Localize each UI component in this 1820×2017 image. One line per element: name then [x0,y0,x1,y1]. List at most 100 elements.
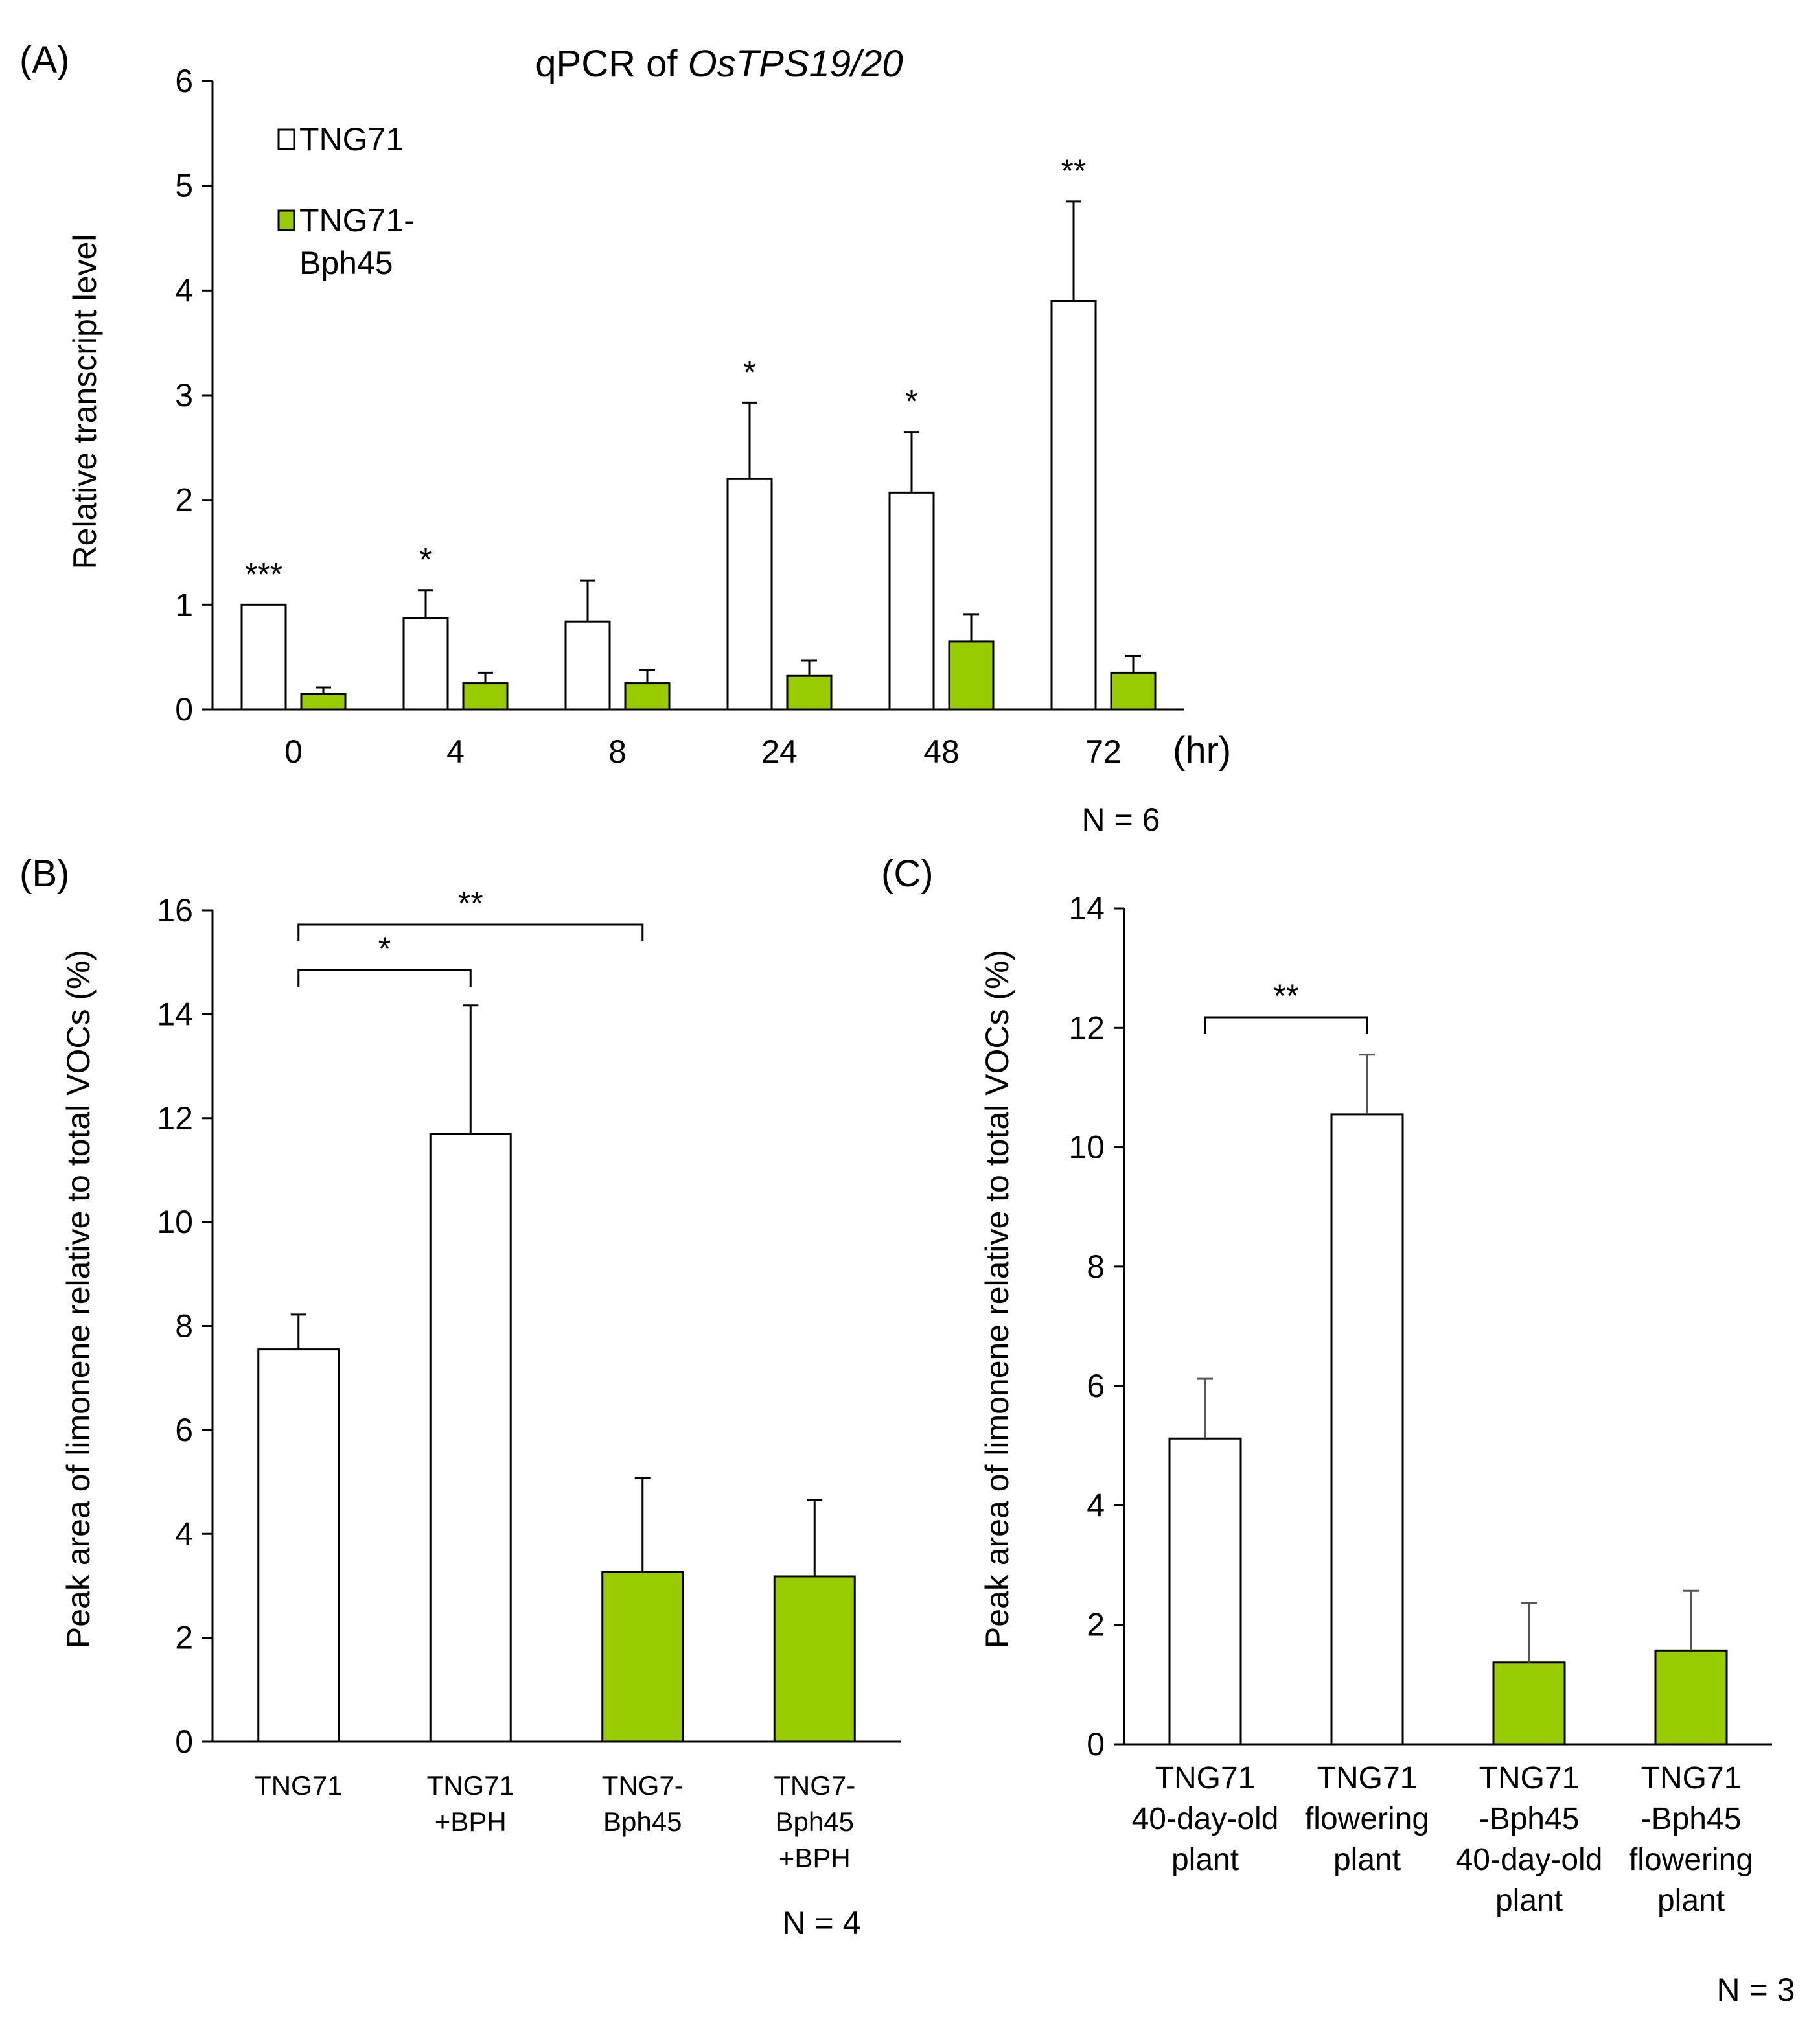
panel-b-x-tick-label: Bph45 [603,1806,682,1837]
panel-a-legend: TNG71 TNG71- Bph45 [277,121,415,281]
panel-b-sample-size: N = 4 [783,1905,861,1941]
panel-a-tng71-bph45-bar [300,693,347,711]
panel-a-tng71-bar [1050,300,1097,711]
panel-c-x-tick-label: plant [1495,1884,1563,1918]
panel-a-significance-mark: * [419,542,432,578]
panel-a-x-tick-label: 0 [284,733,303,770]
panel-b-bars: TNG71 TNG71 +BPH TNG7- Bph45 TNG7- Bph45 +BPH [255,1004,856,1873]
panel-a-y-tick-label: 6 [175,63,193,99]
panel-b-x-tick-label: TNG7- [774,1770,855,1801]
legend-label-tng71: TNG71 [299,121,404,157]
panel-a-tng71-bar [888,491,935,711]
panel-a: (A) qPCR of OsTPS19/20 Relative transcri… [19,39,1231,838]
panel-b-x-tick-label: TNG7- [602,1770,684,1801]
panel-b-y-axis-label: Peak area of limonene relative to total … [60,950,97,1648]
panel-b-x-tick-label: +BPH [435,1806,507,1837]
panel-b-y-tick-label: 12 [157,1100,193,1136]
panel-b-significance-brackets: *** [297,885,644,987]
panel-c-x-tick-label: plant [1171,1843,1239,1877]
panel-b-x-tick-label: TNG71 [427,1770,514,1801]
panel-b: (B) Peak area of limonene relative to to… [19,853,901,1941]
panel-b-bar [773,1575,856,1743]
panel-c: (C) Peak area of limonene relative to to… [881,853,1795,2008]
panel-a-significance-mark: ** [1061,153,1087,189]
panel-a-x-tick-label: 24 [761,733,798,770]
panel-a-significance-mark: * [905,384,917,420]
panel-c-y-tick-label: 0 [1087,1726,1105,1762]
panel-a-bars: 0 *** 4 * 8 24 * 48 * 72 ** [240,153,1157,770]
panel-a-x-tick-label: 48 [923,733,960,770]
panel-a-tng71-bph45-bar [624,682,671,711]
panel-a-y-tick-label: 1 [175,586,193,623]
panel-c-x-tick-label: 40-day-old [1132,1802,1279,1836]
panel-c-x-tick-label: TNG71 [1317,1761,1418,1795]
panel-a-y-tick-label: 5 [175,168,193,204]
panel-a-y-tick-label: 2 [175,482,193,518]
panel-c-x-tick-label: plant [1333,1843,1401,1877]
panel-a-tng71-bar [240,603,287,711]
panel-c-y-tick-label: 6 [1087,1368,1105,1404]
panel-a-tng71-bph45-bar [948,640,995,711]
panel-c-bar [1168,1437,1242,1746]
panel-c-x-tick-label: TNG71 [1479,1761,1580,1795]
panel-c-bars: TNG71 40-day-old plant TNG71 flowering plant T… [1132,1054,1753,1918]
panel-a-x-unit: (hr) [1173,730,1231,772]
panel-c-x-tick-label: TNG71 [1155,1761,1256,1795]
panel-b-y-tick-label: 16 [157,892,193,928]
panel-b-y-tick-label: 0 [175,1723,193,1760]
panel-a-y-axis-label: Relative transcript level [67,235,103,570]
panel-c-label: (C) [881,853,934,895]
panel-c-x-tick-label: 40-day-old [1456,1843,1603,1877]
panel-c-sample-size: N = 3 [1717,1972,1795,2008]
panel-b-bracket-label: * [378,930,391,967]
panel-a-x-tick-label: 72 [1085,733,1122,770]
panel-a-tng71-bar [726,478,773,711]
panel-c-bar [1492,1661,1566,1746]
panel-c-axes: 0 2 4 6 8 10 12 14 [1068,890,1772,1762]
panel-c-y-tick-label: 10 [1068,1129,1105,1166]
panel-c-bracket [1204,1016,1368,1034]
panel-c-bar [1654,1649,1728,1746]
panel-b-y-tick-label: 10 [157,1204,193,1240]
panel-a-tng71-bar [402,617,449,711]
panel-a-tng71-bph45-bar [462,682,509,711]
panel-c-y-axis-label: Peak area of limonene relative to total … [979,950,1015,1648]
panel-b-y-tick-label: 6 [175,1412,193,1448]
panel-c-y-tick-label: 12 [1068,1009,1105,1046]
panel-c-x-tick-label: -Bph45 [1641,1802,1742,1836]
panel-b-bracket [297,969,472,987]
panel-c-bar [1330,1113,1404,1746]
panel-b-x-tick-label: TNG71 [255,1770,342,1801]
panel-a-tng71-bph45-bar [786,674,833,711]
panel-b-x-tick-label: +BPH [779,1843,851,1873]
panel-b-axes: 0 2 4 6 8 10 12 14 16 [157,892,901,1760]
panel-b-y-tick-label: 4 [175,1516,193,1552]
panel-b-label: (B) [19,853,69,895]
panel-c-y-tick-label: 2 [1087,1607,1105,1643]
panel-b-y-tick-label: 2 [175,1620,193,1656]
legend-swatch-tng71 [277,128,295,150]
panel-b-bracket [297,923,644,941]
panel-a-axes: 0 1 2 3 4 5 6 [175,63,1184,728]
panel-c-x-tick-label: flowering [1305,1802,1429,1836]
panel-c-y-tick-label: 14 [1068,890,1105,927]
panel-b-bar [257,1348,340,1743]
panel-a-y-tick-label: 3 [175,377,193,413]
panel-c-x-tick-label: TNG71 [1641,1761,1742,1795]
panel-c-y-tick-label: 4 [1087,1487,1105,1523]
panel-b-bar [429,1133,512,1743]
panel-a-x-tick-label: 4 [446,733,465,770]
panel-c-x-tick-label: -Bph45 [1479,1802,1580,1836]
panel-a-sample-size: N = 6 [1082,801,1160,838]
legend-label-tng71-bph45-line2: Bph45 [299,245,393,281]
panel-b-bracket-label: ** [458,885,483,921]
legend-swatch-tng71-bph45 [277,209,295,231]
panel-b-y-tick-label: 14 [157,996,193,1032]
panel-a-label: (A) [19,39,69,81]
panel-a-tng71-bph45-bar [1110,671,1157,711]
panel-c-significance-brackets: ** [1204,978,1368,1034]
panel-a-x-tick-label: 8 [608,733,627,770]
panel-a-significance-mark: * [743,354,755,390]
panel-b-bar [601,1571,684,1743]
